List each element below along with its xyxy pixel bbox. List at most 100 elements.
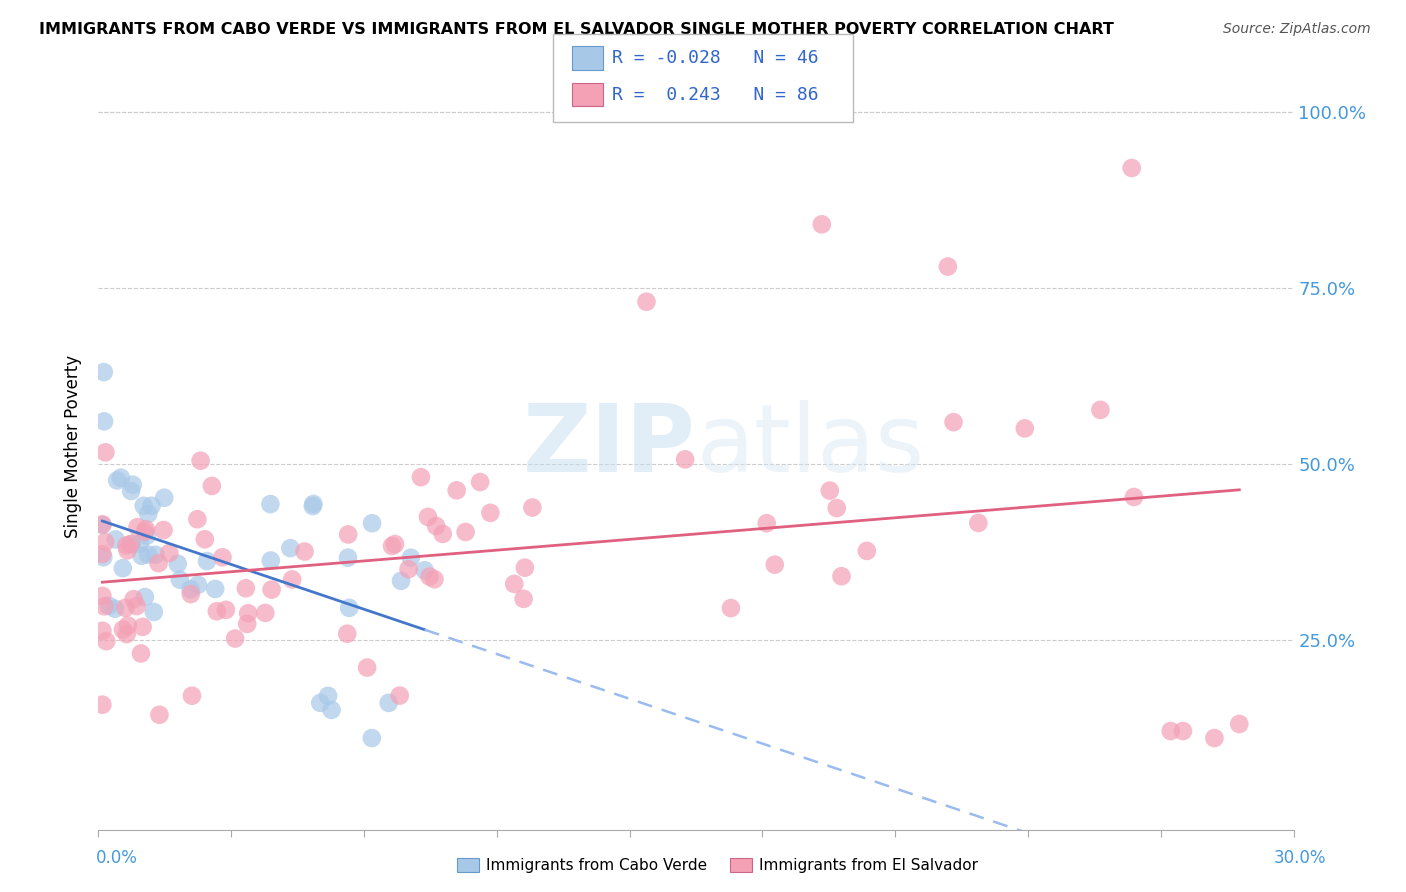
- Point: [180, 582, 202, 597]
- Point: [91, 547, 114, 561]
- Point: [91, 550, 114, 565]
- Point: [388, 689, 411, 703]
- Point: [1090, 403, 1112, 417]
- Point: [280, 541, 302, 555]
- Point: [105, 474, 128, 488]
- Point: [316, 689, 339, 703]
- Point: [1121, 161, 1143, 175]
- Point: [522, 500, 544, 515]
- Text: 30.0%: 30.0%: [1274, 849, 1326, 867]
- Point: [336, 550, 359, 565]
- Point: [93, 599, 115, 614]
- Point: [479, 506, 502, 520]
- Point: [135, 529, 157, 543]
- Point: [91, 698, 114, 712]
- Point: [111, 561, 134, 575]
- Point: [104, 533, 127, 547]
- Point: [1204, 731, 1226, 745]
- Point: [337, 527, 360, 541]
- Point: [418, 569, 440, 583]
- Point: [398, 562, 420, 576]
- Point: [91, 589, 114, 603]
- Text: ZIP: ZIP: [523, 400, 696, 492]
- Point: [425, 519, 447, 533]
- Point: [91, 517, 114, 532]
- Point: [825, 501, 848, 516]
- Point: [128, 536, 150, 550]
- Point: [1123, 490, 1146, 504]
- Point: [190, 453, 212, 467]
- Point: [120, 483, 142, 498]
- Point: [856, 544, 879, 558]
- Point: [117, 543, 139, 558]
- Point: [260, 582, 283, 597]
- Point: [454, 524, 477, 539]
- Point: [301, 499, 323, 513]
- Text: Immigrants from Cabo Verde: Immigrants from Cabo Verde: [486, 858, 707, 872]
- Point: [1160, 724, 1182, 739]
- Point: [321, 703, 343, 717]
- Point: [409, 470, 432, 484]
- Point: [294, 544, 316, 558]
- Y-axis label: Single Mother Poverty: Single Mother Poverty: [65, 354, 83, 538]
- Point: [148, 707, 170, 722]
- Point: [142, 605, 165, 619]
- Point: [384, 537, 406, 551]
- Point: [967, 516, 990, 530]
- Point: [94, 445, 117, 459]
- Point: [153, 491, 176, 505]
- Point: [810, 217, 832, 231]
- Point: [117, 618, 139, 632]
- Point: [141, 499, 163, 513]
- Point: [187, 578, 209, 592]
- Text: R =  0.243   N = 86: R = 0.243 N = 86: [612, 86, 818, 103]
- Point: [135, 522, 157, 536]
- Point: [121, 477, 143, 491]
- Point: [513, 560, 536, 574]
- Point: [145, 548, 167, 562]
- Point: [423, 572, 446, 586]
- Point: [512, 591, 534, 606]
- Text: R = -0.028   N = 46: R = -0.028 N = 46: [612, 49, 818, 67]
- Text: 0.0%: 0.0%: [96, 849, 138, 867]
- Point: [194, 533, 217, 547]
- Point: [148, 556, 170, 570]
- Point: [254, 606, 277, 620]
- Point: [1171, 724, 1194, 739]
- Point: [93, 365, 115, 379]
- Point: [205, 604, 228, 618]
- Point: [115, 538, 138, 552]
- Point: [169, 573, 191, 587]
- Point: [432, 527, 454, 541]
- Point: [235, 581, 257, 595]
- Point: [416, 509, 439, 524]
- Point: [136, 548, 159, 562]
- Point: [121, 537, 143, 551]
- Point: [132, 499, 155, 513]
- Point: [673, 452, 696, 467]
- Point: [186, 512, 208, 526]
- Point: [356, 660, 378, 674]
- Point: [468, 475, 491, 489]
- Point: [259, 497, 281, 511]
- Point: [127, 520, 149, 534]
- Point: [104, 601, 127, 615]
- Point: [215, 603, 238, 617]
- Point: [91, 624, 114, 638]
- Point: [224, 632, 246, 646]
- Point: [309, 696, 332, 710]
- Text: atlas: atlas: [696, 400, 924, 492]
- Point: [503, 577, 526, 591]
- Point: [195, 554, 218, 568]
- Point: [281, 573, 304, 587]
- Point: [211, 550, 233, 565]
- Point: [134, 524, 156, 539]
- Point: [720, 601, 742, 615]
- Point: [260, 553, 283, 567]
- Point: [337, 600, 360, 615]
- Point: [236, 616, 259, 631]
- Point: [110, 471, 132, 485]
- Point: [360, 731, 382, 745]
- Point: [93, 414, 115, 428]
- Point: [180, 587, 202, 601]
